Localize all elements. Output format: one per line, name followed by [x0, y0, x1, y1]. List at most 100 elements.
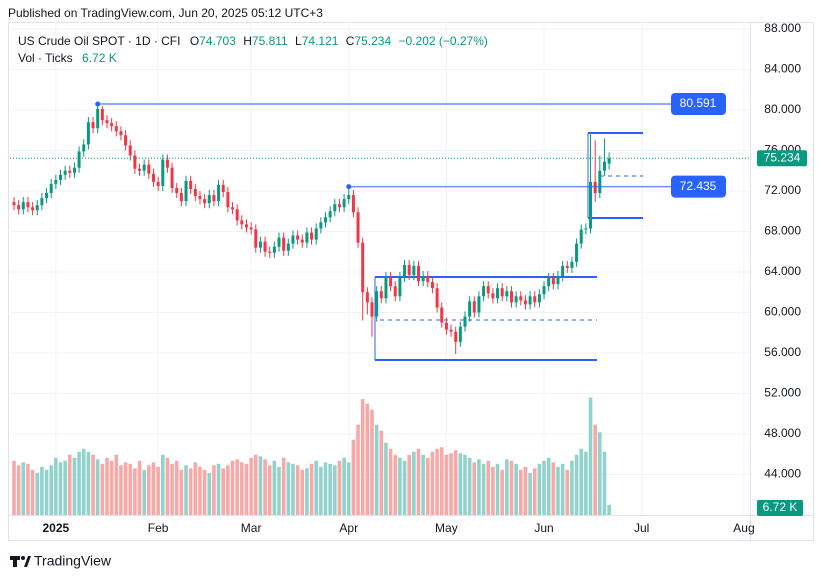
volume-bar: [160, 454, 165, 515]
candle-body: [421, 276, 425, 282]
price-line-anchor: [95, 101, 101, 107]
candle-body: [333, 204, 337, 212]
volume-bar: [598, 432, 602, 515]
x-tick-label: Feb: [148, 521, 169, 535]
candle-body: [458, 326, 462, 342]
volume-bar: [328, 463, 332, 515]
volume-bar: [505, 459, 509, 515]
volume-bar: [481, 463, 486, 515]
last-price-label: 75.234: [764, 150, 801, 164]
candle-body: [254, 229, 258, 248]
volume-bar: [532, 468, 537, 515]
volume-bar: [518, 469, 523, 515]
y-tick-label: 72.000: [764, 183, 801, 197]
candle-body: [509, 291, 513, 303]
candle-body: [179, 193, 183, 202]
chart-frame: [8, 22, 814, 541]
volume-bar: [240, 462, 244, 515]
candle-body: [100, 108, 104, 121]
volume-last-box: [757, 500, 803, 516]
x-tick-label: Apr: [339, 521, 358, 535]
volume-bar: [263, 459, 267, 515]
last-price-box: [757, 150, 807, 167]
candle-body: [575, 243, 579, 262]
axes: 44.000 48.000 52.000 56.000 60.000 64.000 68.0…: [10, 21, 807, 535]
volume-bar: [235, 459, 239, 515]
candle-body: [542, 286, 546, 295]
candle-body: [105, 120, 109, 124]
volume-bar: [509, 460, 514, 515]
candle-body: [138, 168, 142, 171]
volume-value: 6.72 K: [82, 51, 117, 65]
candle-body: [589, 181, 593, 229]
volume-bar: [174, 460, 179, 515]
volume-bar: [100, 463, 105, 515]
candle-body: [375, 291, 379, 317]
volume-bar: [514, 463, 518, 515]
candle-body: [500, 288, 504, 297]
volume-bar: [249, 457, 253, 515]
candle-body: [147, 164, 151, 174]
volume-bar: [133, 468, 137, 515]
volume-bar: [560, 463, 565, 515]
volume-bar: [77, 451, 81, 515]
volume-bar: [198, 466, 202, 515]
y-tick-label: 80.000: [764, 102, 801, 116]
volume-bar: [258, 456, 263, 515]
volume-bar: [49, 465, 53, 515]
candle-body: [593, 181, 597, 194]
candle-body: [231, 207, 235, 210]
candle-body: [398, 277, 402, 297]
ohlc-letter: O: [189, 34, 200, 48]
candle-body: [337, 204, 341, 208]
candle-body: [114, 126, 118, 132]
price-line-box: [671, 175, 726, 198]
brand-name: TradingView: [34, 553, 112, 569]
volume-bar: [551, 462, 556, 515]
candle-body: [454, 331, 458, 342]
y-tick-label: 52.000: [764, 386, 801, 400]
volume-bar: [528, 472, 532, 515]
volume-bar: [384, 442, 388, 515]
candle-body: [300, 239, 304, 243]
volume-bar: [351, 439, 356, 515]
volume-bar: [588, 397, 593, 515]
candle-body: [193, 188, 197, 197]
volume-bar: [221, 468, 226, 515]
x-tick-label: Jun: [534, 521, 553, 535]
volume-bar: [114, 454, 119, 515]
volume-bar: [342, 457, 346, 515]
volume-bar: [407, 454, 411, 515]
volume-bar: [40, 466, 44, 515]
candle-body: [607, 158, 611, 164]
candle-body: [468, 301, 472, 317]
candle-body: [45, 193, 49, 199]
candle-body: [319, 222, 323, 229]
candle-body: [365, 292, 369, 303]
candle-body: [296, 235, 300, 240]
volume-bar: [425, 457, 430, 515]
candle-body: [189, 180, 193, 189]
volume-bar: [309, 463, 314, 515]
volume-bar: [179, 469, 184, 515]
candle-body: [305, 232, 309, 243]
candle-body: [133, 155, 137, 169]
candle-body: [26, 202, 30, 208]
candle-body: [342, 199, 346, 208]
price-line-box: [671, 93, 726, 116]
volume-bar: [472, 462, 477, 515]
volume-bar: [323, 462, 328, 515]
candle-body: [407, 264, 411, 276]
candle-body: [537, 294, 541, 303]
brand-logo: [10, 556, 31, 567]
candle-body: [482, 286, 486, 297]
candle-body: [12, 202, 16, 206]
candle-body: [263, 241, 267, 252]
y-tick-label: 64.000: [764, 264, 801, 278]
ohlc-value: 74.121: [301, 34, 339, 48]
volume-bar: [207, 472, 212, 515]
candle-body: [165, 159, 169, 168]
candle-body: [533, 296, 537, 303]
candle-body: [570, 261, 574, 268]
